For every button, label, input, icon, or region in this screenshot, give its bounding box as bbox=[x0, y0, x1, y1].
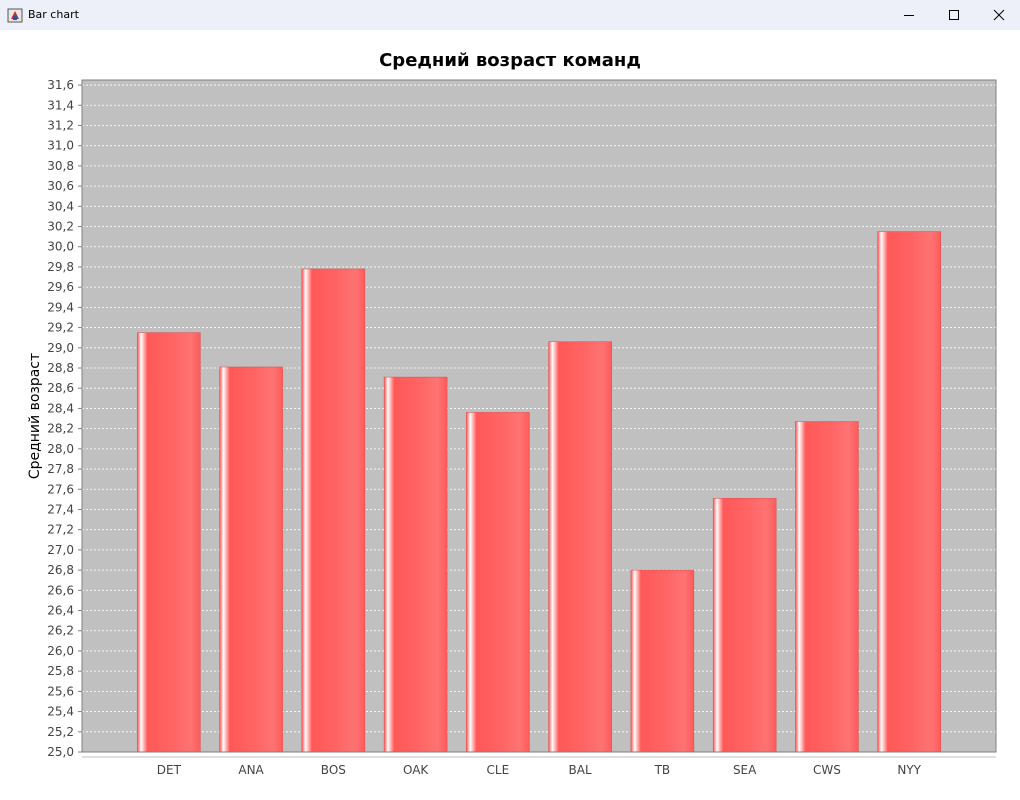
bar-chart: Средний возраст команд Средний возраст 2… bbox=[27, 50, 997, 777]
y-tick-label: 29,8 bbox=[47, 260, 74, 274]
close-icon bbox=[993, 9, 1005, 21]
x-tick-label: NYY bbox=[897, 763, 921, 777]
y-tick-label: 26,2 bbox=[47, 624, 74, 638]
y-tick-label: 30,6 bbox=[47, 179, 74, 193]
y-axis-label: Средний возраст bbox=[27, 353, 43, 479]
y-tick-label: 27,8 bbox=[47, 462, 74, 476]
y-tick-label: 28,0 bbox=[47, 442, 74, 456]
y-tick-label: 30,8 bbox=[47, 159, 74, 173]
y-tick-label: 31,6 bbox=[47, 78, 74, 92]
y-tick-label: 31,0 bbox=[47, 139, 74, 153]
y-tick-label: 27,2 bbox=[47, 523, 74, 537]
bar-det bbox=[137, 332, 201, 753]
bar-tb bbox=[630, 569, 695, 753]
java-app-icon bbox=[7, 8, 23, 23]
y-tick-label: 31,2 bbox=[47, 118, 74, 132]
y-tick-label: 28,8 bbox=[47, 361, 74, 375]
x-tick-label: CLE bbox=[487, 763, 510, 777]
bar-bos bbox=[301, 268, 366, 753]
y-tick-label: 28,4 bbox=[47, 401, 74, 415]
bar-cle bbox=[466, 412, 530, 753]
y-tick-label: 29,4 bbox=[47, 300, 74, 314]
y-tick-label: 26,0 bbox=[47, 644, 74, 658]
bar-oak bbox=[383, 376, 448, 753]
y-tick-label: 26,6 bbox=[47, 583, 74, 597]
y-tick-label: 30,0 bbox=[47, 240, 74, 254]
minimize-icon bbox=[904, 15, 914, 16]
bar-nyy bbox=[877, 231, 941, 753]
bar-sea bbox=[712, 498, 777, 753]
y-tick-label: 27,6 bbox=[47, 482, 74, 496]
bar-ana bbox=[219, 366, 283, 753]
y-tick-label: 25,4 bbox=[47, 705, 74, 719]
y-tick-label: 28,2 bbox=[47, 422, 74, 436]
x-tick-label: BAL bbox=[569, 763, 592, 777]
y-tick-label: 26,8 bbox=[47, 563, 74, 577]
chart-panel: Средний возраст команд Средний возраст 2… bbox=[0, 30, 1020, 796]
plot-border bbox=[81, 79, 997, 753]
y-tick-label: 29,6 bbox=[47, 280, 74, 294]
y-tick-label: 25,0 bbox=[47, 745, 74, 759]
bar-cws bbox=[795, 421, 859, 753]
bar-bal bbox=[548, 341, 612, 753]
y-tick-label: 25,6 bbox=[47, 684, 74, 698]
x-tick-label: BOS bbox=[321, 763, 346, 777]
y-tick-label: 29,0 bbox=[47, 341, 74, 355]
y-tick-label: 29,2 bbox=[47, 321, 74, 335]
maximize-icon bbox=[949, 10, 959, 20]
plot-area: 25,0 25,2 25,4 25,6 25,8 26,0 26,2 26,4 26,6 26,8… bbox=[47, 78, 997, 777]
title-bar[interactable]: Bar chart bbox=[0, 0, 1020, 30]
y-tick-label: 27,4 bbox=[47, 502, 74, 516]
chart-title: Средний возраст команд bbox=[379, 50, 641, 71]
y-tick-label: 26,4 bbox=[47, 604, 74, 618]
close-button[interactable] bbox=[976, 0, 1020, 30]
y-tick-label: 27,0 bbox=[47, 543, 74, 557]
y-tick-label: 28,6 bbox=[47, 381, 74, 395]
x-tick-label: DET bbox=[157, 763, 182, 777]
minimize-button[interactable] bbox=[886, 0, 932, 30]
y-tick-label: 25,2 bbox=[47, 725, 74, 739]
x-tick-label: CWS bbox=[813, 763, 841, 777]
y-tick-label: 30,4 bbox=[47, 199, 74, 213]
x-tick-label: SEA bbox=[733, 763, 757, 777]
x-tick-label: TB bbox=[654, 763, 671, 777]
window-title: Bar chart bbox=[28, 8, 79, 21]
maximize-button[interactable] bbox=[931, 0, 977, 30]
x-tick-label: OAK bbox=[403, 763, 429, 777]
y-tick-label: 30,2 bbox=[47, 220, 74, 234]
x-tick-label: ANA bbox=[238, 763, 264, 777]
y-tick-label: 31,4 bbox=[47, 98, 74, 112]
y-tick-label: 25,8 bbox=[47, 664, 74, 678]
